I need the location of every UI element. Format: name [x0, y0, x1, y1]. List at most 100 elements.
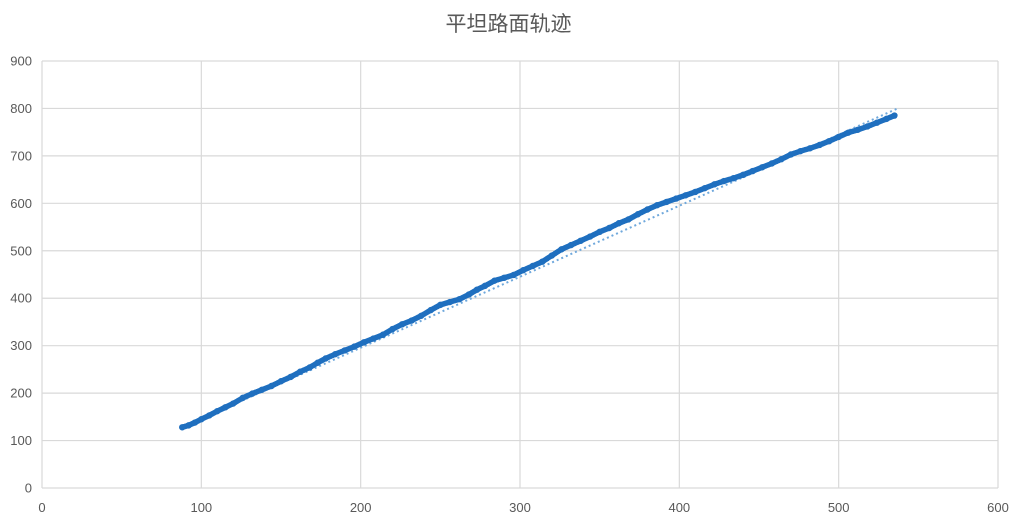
scatter-point — [701, 184, 709, 192]
y-tick-label: 100 — [10, 433, 32, 448]
scatter-point — [437, 301, 444, 309]
scatter-point — [268, 382, 275, 390]
scatter-point — [296, 368, 304, 375]
y-tick-label: 600 — [10, 196, 32, 211]
scatter-point — [558, 246, 565, 253]
scatter-point — [730, 174, 737, 182]
scatter-point — [510, 271, 517, 279]
scatter-point — [370, 335, 377, 342]
data-points — [179, 112, 898, 431]
x-tick-label: 400 — [668, 500, 690, 515]
scatter-point — [398, 321, 406, 328]
chart-title: 平坦路面轨迹 — [445, 12, 572, 36]
scatter-point — [314, 359, 321, 366]
scatter-point — [891, 112, 898, 119]
y-tick-label: 200 — [10, 386, 32, 401]
grid-lines — [41, 60, 999, 489]
scatter-point — [306, 364, 313, 371]
scatter-point — [548, 252, 556, 259]
scatter-point — [567, 241, 575, 249]
scatter-point — [249, 390, 256, 397]
scatter-point — [835, 133, 842, 141]
scatter-point — [854, 126, 861, 133]
scatter-point — [322, 355, 329, 362]
scatter-point — [692, 188, 699, 196]
scatter-point — [720, 177, 728, 185]
scatter-point — [577, 237, 584, 245]
scatter-point — [682, 192, 689, 199]
scatter-point — [845, 129, 852, 136]
scatter-point — [596, 228, 603, 235]
scatter-point — [287, 373, 294, 381]
scatter-point — [519, 267, 527, 274]
scatter-point — [653, 202, 661, 209]
scatter-point — [711, 181, 718, 188]
scatter-point — [864, 123, 871, 130]
scatter-point — [883, 115, 890, 123]
x-tick-label: 200 — [350, 500, 372, 515]
scatter-point — [539, 258, 546, 265]
scatter-point — [473, 286, 481, 293]
scatter-point — [644, 206, 651, 213]
scatter-point — [446, 298, 454, 306]
scatter-point — [277, 378, 285, 385]
tick-labels: 0 100 200 300 400 500 600 700 800 900 0 100 200 300 40… — [10, 54, 1009, 516]
scatter-point — [806, 145, 814, 152]
y-tick-label: 400 — [10, 291, 32, 306]
y-tick-label: 300 — [10, 338, 32, 353]
x-tick-label: 600 — [987, 500, 1009, 515]
scatter-point — [625, 216, 632, 223]
scatter-point — [787, 151, 795, 158]
x-tick-label: 300 — [509, 500, 531, 515]
scatter-point — [214, 407, 221, 415]
scatter-point — [379, 331, 387, 338]
scatter-point — [179, 424, 186, 431]
x-tick-label: 100 — [190, 500, 212, 515]
scatter-point — [797, 147, 804, 155]
scatter-point — [427, 306, 434, 314]
x-tick-label: 500 — [828, 500, 850, 515]
scatter-point — [191, 419, 199, 426]
scatter-point — [408, 317, 415, 324]
y-tick-label: 800 — [10, 101, 32, 116]
y-tick-label: 900 — [10, 54, 32, 69]
scatter-point — [360, 339, 368, 346]
scatter-point — [816, 141, 823, 149]
scatter-point — [873, 119, 881, 126]
scatter-point — [222, 404, 229, 411]
scatter-point — [206, 412, 213, 419]
scatter-point — [185, 422, 192, 429]
scatter-point — [351, 343, 358, 350]
scatter-point — [634, 211, 642, 218]
scatter-point — [672, 195, 680, 202]
scatter-point — [418, 312, 425, 319]
scatter-point — [768, 160, 775, 167]
scatter-point — [456, 295, 463, 303]
scatter-point — [331, 351, 339, 358]
scatter-point — [258, 386, 266, 393]
scatter-point — [758, 164, 766, 171]
scatter-point — [481, 282, 489, 290]
scatter-point — [491, 277, 498, 284]
scatter-point — [606, 224, 613, 232]
scatter-point — [529, 262, 536, 270]
scatter-point — [230, 400, 237, 407]
scatter-point — [586, 233, 594, 240]
y-tick-label: 0 — [25, 481, 32, 496]
scatter-point — [825, 137, 833, 145]
scatter-point — [198, 416, 205, 423]
scatter-point — [239, 394, 246, 402]
x-tick-label: 0 — [38, 500, 45, 515]
scatter-point — [778, 156, 785, 163]
scatter-point — [341, 347, 348, 354]
scatter-point — [749, 167, 756, 175]
scatter-point — [739, 171, 747, 179]
scatter-point — [663, 198, 670, 206]
scatter-point — [500, 274, 508, 282]
scatter-point — [389, 325, 396, 333]
scatter-point — [465, 291, 473, 298]
y-tick-label: 500 — [10, 243, 32, 258]
y-tick-label: 700 — [10, 148, 32, 163]
